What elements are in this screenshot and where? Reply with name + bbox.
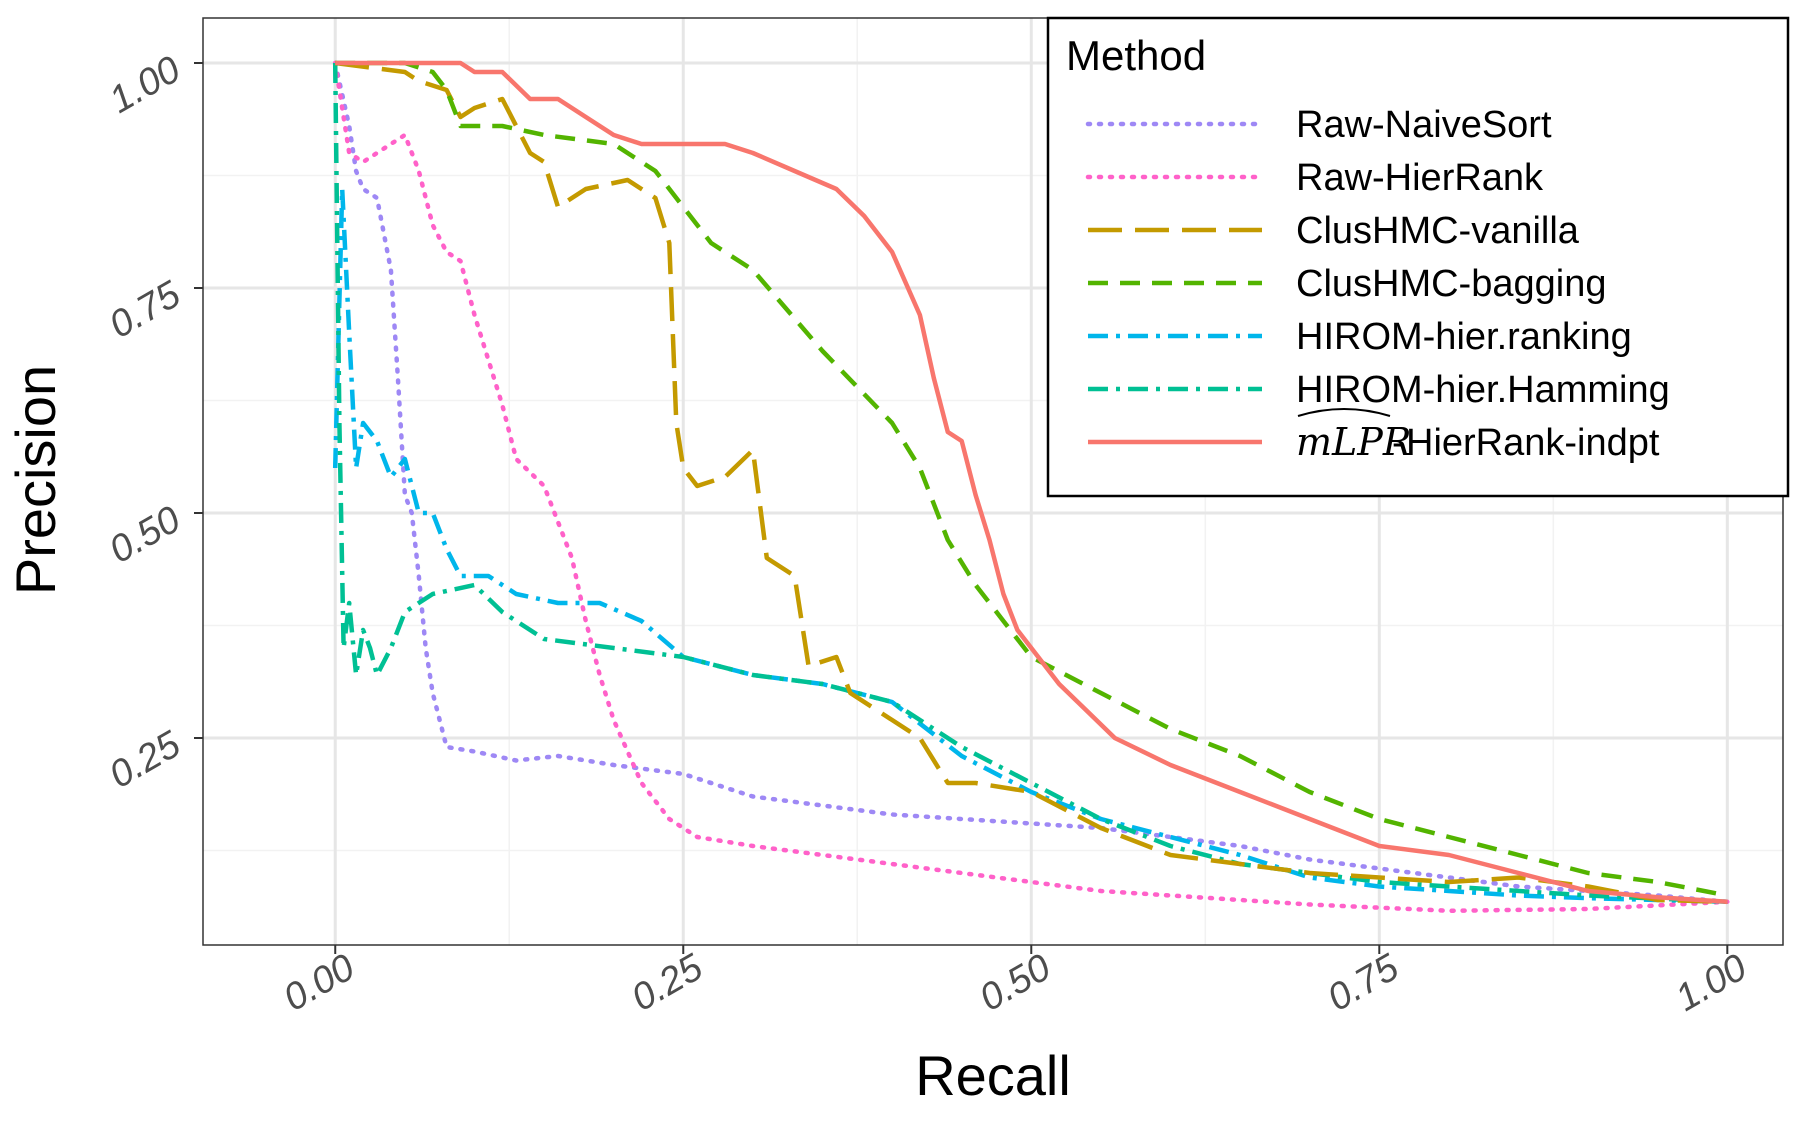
series-line-hierrank-indpt	[335, 60, 1728, 905]
series-line-clushmc-vanilla	[334, 60, 1728, 905]
legend-label-prefix: mLPR	[1296, 420, 1411, 464]
legend-item: Raw-HierRank	[1085, 157, 1544, 199]
legend-item: HIROM-hier.ranking	[1088, 316, 1632, 358]
legend-label: ClusHMC-vanilla	[1296, 210, 1580, 252]
legend-label: ClusHMC-bagging	[1296, 263, 1606, 305]
legend-item: mLPR- HierRank-indpt	[1088, 408, 1660, 464]
series-line-raw-naivesort	[332, 60, 1730, 905]
legend: Method Raw-NaiveSort Raw-HierRank ClusHMC-…	[1046, 16, 1790, 498]
legend-item: HIROM-hier.Hamming	[1088, 369, 1670, 411]
legend-item: ClusHMC-vanilla	[1088, 210, 1580, 252]
x-tick-label: 0.25	[625, 946, 711, 1020]
series-line-clushmc-bagging	[335, 60, 1728, 898]
legend-label: HIROM-hier.ranking	[1296, 316, 1632, 358]
x-axis-title: Recall	[915, 1044, 1071, 1107]
x-tick-label: 0.75	[1321, 946, 1407, 1020]
y-tick-label: 0.25	[102, 723, 188, 797]
series-line-raw-hierrank	[332, 60, 1730, 914]
series-line-hirom-hier-hamming	[332, 62, 1728, 905]
x-tick-label: 0.00	[277, 946, 362, 1019]
legend-label: HIROM-hier.Hamming	[1296, 369, 1670, 411]
legend-label: HierRank-indpt	[1406, 422, 1660, 464]
legend-item: Raw-NaiveSort	[1085, 104, 1552, 146]
x-tick-label: 0.50	[973, 946, 1058, 1019]
legend-items: Raw-NaiveSort Raw-HierRank ClusHMC-vanilla…	[1085, 104, 1670, 464]
legend-hat-accent	[1297, 408, 1391, 417]
series-layer	[332, 60, 1730, 914]
legend-label-separator: -	[1392, 422, 1405, 464]
y-tick-label: 0.75	[102, 273, 188, 347]
legend-item: ClusHMC-bagging	[1088, 263, 1606, 305]
y-axis-title: Precision	[4, 365, 67, 595]
y-tick-label: 1.00	[102, 48, 187, 121]
legend-title: Method	[1066, 32, 1206, 79]
legend-box	[1046, 16, 1790, 498]
legend-label: Raw-HierRank	[1296, 157, 1544, 199]
y-tick-label: 0.50	[102, 498, 187, 571]
x-tick-label: 1.00	[1669, 946, 1754, 1019]
legend-label: Raw-NaiveSort	[1296, 104, 1552, 146]
